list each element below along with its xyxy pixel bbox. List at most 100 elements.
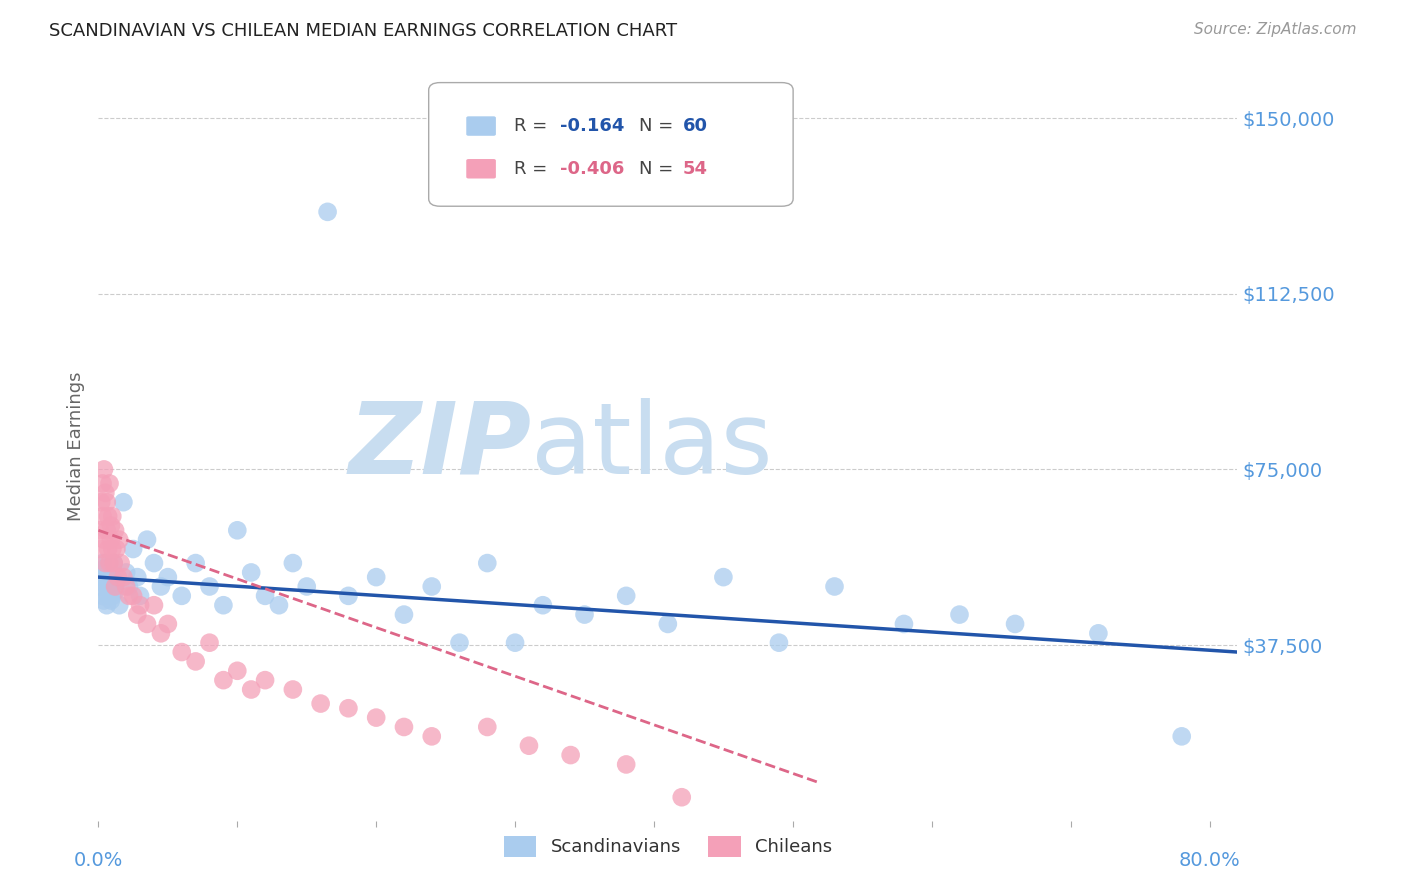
Point — [91, 589, 114, 603]
Text: Source: ZipAtlas.com: Source: ZipAtlas.com — [1194, 22, 1357, 37]
Point — [89, 580, 111, 594]
Point — [97, 566, 120, 580]
Point — [89, 523, 111, 537]
Point — [531, 599, 554, 613]
Point — [100, 593, 122, 607]
Point — [281, 556, 304, 570]
Point — [97, 589, 120, 603]
Point — [118, 580, 141, 594]
Point — [156, 570, 179, 584]
Point — [110, 556, 132, 570]
Point — [101, 589, 124, 603]
Point — [93, 566, 115, 580]
Point — [420, 730, 443, 744]
Point — [281, 682, 304, 697]
Point — [1087, 626, 1109, 640]
Point — [90, 542, 112, 557]
Point — [614, 757, 637, 772]
Point — [98, 580, 121, 594]
Point — [100, 518, 122, 533]
Point — [574, 607, 596, 622]
Point — [94, 561, 117, 575]
Point — [156, 617, 179, 632]
Point — [226, 664, 249, 678]
Point — [97, 509, 120, 524]
Point — [104, 523, 127, 537]
Point — [1004, 617, 1026, 632]
Point — [240, 682, 263, 697]
Point — [96, 580, 118, 594]
Point — [115, 580, 138, 594]
Point — [93, 533, 115, 547]
Point — [948, 607, 970, 622]
Point — [1170, 730, 1192, 744]
Point — [392, 720, 415, 734]
Point — [94, 485, 117, 500]
Legend: Scandinavians, Chileans: Scandinavians, Chileans — [496, 829, 839, 864]
Point — [98, 476, 121, 491]
Point — [122, 542, 145, 557]
Point — [517, 739, 540, 753]
Point — [420, 580, 443, 594]
Text: R =: R = — [515, 160, 553, 178]
Point — [112, 495, 135, 509]
Point — [94, 574, 117, 589]
Point — [226, 523, 249, 537]
Point — [267, 599, 290, 613]
Point — [105, 574, 128, 589]
Text: 54: 54 — [683, 160, 707, 178]
Point — [768, 635, 790, 649]
Point — [91, 476, 114, 491]
Point — [96, 495, 118, 509]
Point — [149, 580, 172, 594]
Text: -0.406: -0.406 — [560, 160, 624, 178]
Point — [614, 589, 637, 603]
Point — [198, 580, 221, 594]
Point — [96, 599, 118, 613]
Text: N =: N = — [640, 160, 679, 178]
Point — [91, 509, 114, 524]
Point — [295, 580, 318, 594]
Point — [127, 607, 149, 622]
Point — [560, 747, 582, 762]
Point — [392, 607, 415, 622]
Point — [657, 617, 679, 632]
Text: N =: N = — [640, 117, 679, 135]
Point — [254, 673, 277, 688]
FancyBboxPatch shape — [467, 116, 496, 136]
Point — [103, 556, 125, 570]
Point — [108, 533, 131, 547]
Point — [127, 570, 149, 584]
Point — [91, 556, 114, 570]
Point — [93, 593, 115, 607]
Point — [105, 542, 128, 557]
Point — [366, 570, 388, 584]
Point — [824, 580, 846, 594]
Point — [101, 542, 124, 557]
Point — [477, 720, 499, 734]
Point — [366, 710, 388, 724]
Text: SCANDINAVIAN VS CHILEAN MEDIAN EARNINGS CORRELATION CHART: SCANDINAVIAN VS CHILEAN MEDIAN EARNINGS … — [49, 22, 678, 40]
Point — [143, 556, 166, 570]
Point — [477, 556, 499, 570]
Point — [107, 570, 129, 584]
Point — [503, 635, 526, 649]
Point — [90, 570, 112, 584]
Point — [893, 617, 915, 632]
Point — [97, 542, 120, 557]
Point — [170, 645, 193, 659]
Point — [198, 635, 221, 649]
Y-axis label: Median Earnings: Median Earnings — [66, 371, 84, 521]
Point — [136, 533, 159, 547]
Point — [713, 570, 735, 584]
Point — [671, 790, 693, 805]
Point — [184, 655, 207, 669]
FancyBboxPatch shape — [429, 83, 793, 206]
Point — [104, 584, 127, 599]
Text: 0.0%: 0.0% — [73, 851, 124, 871]
Point — [103, 556, 125, 570]
Point — [337, 701, 360, 715]
Point — [136, 617, 159, 632]
Point — [108, 599, 131, 613]
Point — [240, 566, 263, 580]
